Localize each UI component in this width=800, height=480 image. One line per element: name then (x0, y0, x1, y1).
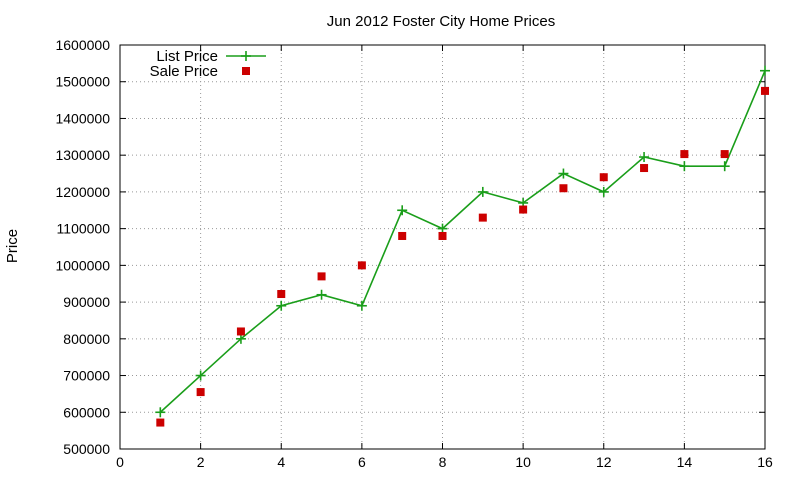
sale-price-point (236, 327, 245, 336)
y-tick-label: 1000000 (55, 257, 110, 273)
legend-swatch-sale-price (242, 67, 250, 75)
sale-price-point (478, 213, 487, 222)
y-tick-label: 1500000 (55, 74, 110, 90)
list-price-point (155, 407, 166, 418)
x-tick-label: 0 (116, 454, 124, 470)
y-axis-label: Price (4, 229, 21, 263)
x-tick-label: 2 (197, 454, 205, 470)
legend-label-list-price: List Price (156, 48, 218, 65)
legend-marker-list-price (241, 51, 251, 61)
list-price-point (679, 161, 690, 172)
sale-price-point (680, 150, 689, 159)
list-price-point (276, 300, 287, 311)
y-tick-label: 1100000 (57, 221, 111, 237)
x-tick-label: 14 (677, 454, 693, 470)
sale-price-point (761, 86, 769, 95)
list-price-point (316, 289, 327, 300)
y-tick-label: 1400000 (55, 110, 110, 126)
y-tick-label: 900000 (63, 294, 110, 310)
sale-price-point (559, 184, 568, 193)
list-price-point (195, 370, 206, 381)
list-price-point (719, 161, 730, 172)
x-tick-label: 10 (515, 454, 531, 470)
sale-price-point (640, 164, 649, 173)
y-tick-label: 1300000 (55, 147, 110, 163)
sale-price-point (398, 231, 407, 240)
chart-title: Jun 2012 Foster City Home Prices (327, 13, 555, 30)
list-price-point (235, 333, 246, 344)
list-price-point (356, 300, 367, 311)
list-price-point (598, 186, 609, 197)
x-tick-label: 16 (757, 454, 773, 470)
x-tick-label: 12 (596, 454, 612, 470)
sale-price-point (357, 261, 366, 270)
sale-price-point (720, 150, 729, 159)
x-tick-label: 8 (439, 454, 447, 470)
sale-price-point (438, 231, 447, 240)
list-price-point (477, 186, 488, 197)
sale-price-point (277, 290, 286, 299)
legend-label-sale-price: Sale Price (150, 63, 218, 80)
x-tick-label: 6 (358, 454, 366, 470)
series-layer (155, 65, 770, 427)
x-tick-label: 4 (277, 454, 285, 470)
list-price-point (639, 152, 650, 163)
y-tick-label: 600000 (63, 404, 110, 420)
sale-price-point (156, 418, 165, 427)
y-tick-label: 1600000 (55, 37, 110, 53)
list-price-point (760, 65, 770, 76)
y-tick-label: 800000 (63, 331, 110, 347)
sale-price-point (519, 205, 528, 214)
series-line-list-price (159, 70, 766, 413)
list-price-point (558, 168, 569, 179)
sale-price-point (196, 388, 205, 397)
y-tick-label: 1200000 (55, 184, 110, 200)
axis-ticks: 0 2 4 6 8 10 12 14 16 500000 600000 700000 800000 900… (55, 37, 773, 470)
y-tick-label: 500000 (63, 441, 110, 457)
sale-price-point (317, 272, 326, 281)
grid (120, 45, 765, 449)
list-price-point (437, 223, 448, 234)
y-tick-label: 700000 (63, 368, 110, 384)
list-price-point (397, 205, 408, 216)
legend: List Price Sale Price (150, 48, 266, 80)
sale-price-point (599, 173, 608, 182)
